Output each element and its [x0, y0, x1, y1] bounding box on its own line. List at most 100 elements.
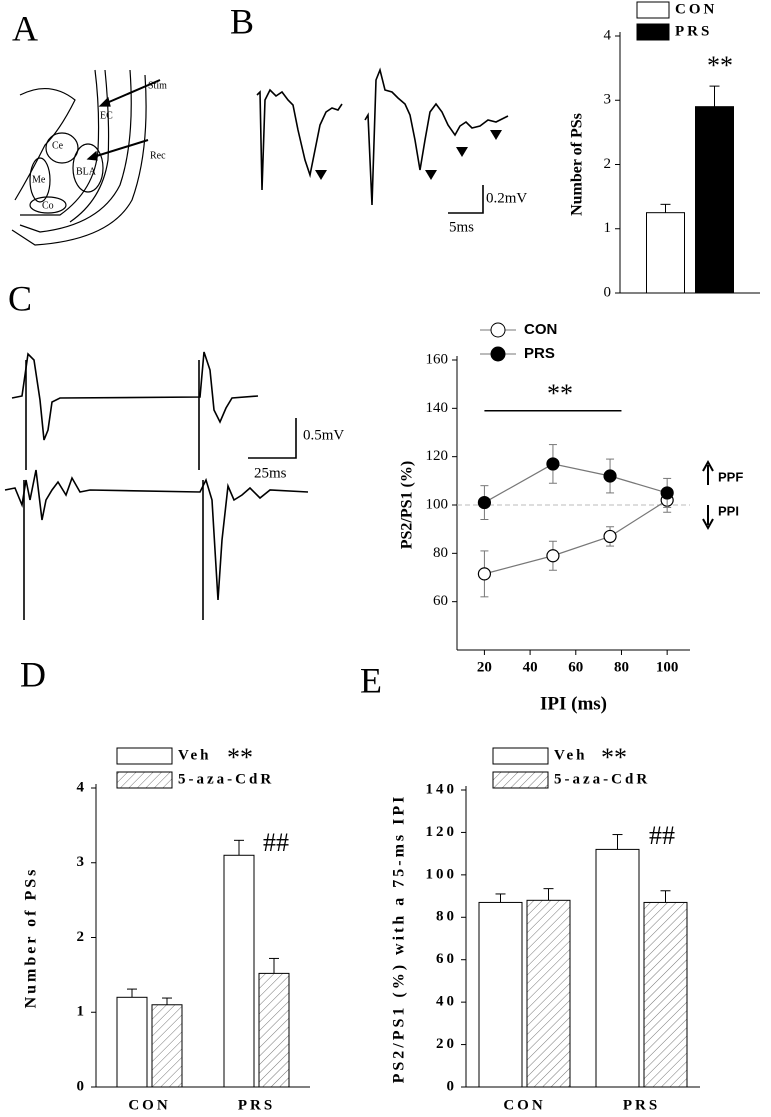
y-tick-label: 100 [426, 866, 458, 882]
x-tick-label: 60 [568, 659, 583, 675]
y-tick-label: 4 [77, 779, 88, 795]
series-line [484, 499, 668, 575]
y-tick-label: 3 [604, 92, 612, 108]
arrow [702, 459, 714, 485]
y-tick-label: 120 [426, 448, 449, 464]
annotation: ** [227, 743, 253, 772]
panel-label: A [12, 8, 38, 48]
legend-swatch [492, 747, 549, 765]
y-tick-label: 3 [77, 854, 88, 870]
annotation: ** [707, 51, 733, 80]
y-tick-label: 0 [447, 1078, 458, 1094]
y-tick-label: 0 [604, 284, 612, 300]
y-tick-label: 80 [436, 909, 457, 925]
y-tick-label: 60 [433, 593, 448, 609]
series-line [484, 463, 668, 504]
y-tick-label: 4 [604, 27, 612, 43]
diagram-label: BLA [76, 166, 97, 177]
legend-marker [490, 346, 506, 362]
y-tick-label: 2 [77, 929, 88, 945]
legend-label: Veh [178, 747, 211, 763]
legend-label: 5-aza-CdR [554, 771, 650, 787]
legend-swatch [636, 23, 670, 41]
y-tick-label: 0 [77, 1078, 88, 1094]
arrow [702, 505, 714, 531]
y-tick-label: 2 [604, 156, 612, 172]
bar [258, 972, 290, 1088]
diagram-label: Rec [150, 150, 166, 161]
bar [595, 848, 640, 1088]
annotation: ** [601, 743, 627, 772]
y-tick-label: 80 [433, 545, 448, 561]
scale-bar-label: 0.2mV [486, 190, 527, 206]
marker [546, 457, 560, 471]
legend-label: 5-aza-CdR [178, 771, 274, 787]
y-tick-label: 100 [426, 496, 449, 512]
x-tick-label: 80 [614, 659, 629, 675]
bar [643, 901, 688, 1088]
legend-label: CON [675, 1, 717, 17]
x-tick-label: PRS [623, 1097, 660, 1113]
x-tick-label: 40 [523, 659, 538, 675]
brain-diagram [11, 69, 161, 246]
marker [546, 549, 560, 563]
y-tick-label: 20 [436, 1036, 457, 1052]
legend-swatch [492, 771, 549, 789]
y-axis-label: PS2/PS1 (%) with a 75-ms IPI [391, 794, 408, 1084]
legend-swatch [116, 771, 173, 789]
panel-label: E [360, 660, 382, 700]
x-tick-label: PRS [238, 1097, 275, 1113]
marker [603, 469, 617, 483]
x-tick-label: CON [503, 1097, 545, 1113]
diagram-label: EC [100, 110, 113, 121]
annotation: ## [649, 821, 675, 850]
y-tick-label: 1 [77, 1004, 88, 1020]
bar [526, 899, 571, 1088]
y-tick-label: 120 [426, 824, 458, 840]
y-tick-label: 60 [436, 951, 457, 967]
y-tick-label: 1 [604, 220, 612, 236]
bar [646, 212, 685, 294]
scale-bar-label: 25ms [254, 465, 287, 481]
annotation: PPI [718, 503, 739, 518]
legend-label: PRS [524, 345, 555, 362]
y-tick-label: 140 [426, 400, 449, 416]
legend-label: Veh [554, 747, 587, 763]
legend-swatch [116, 747, 173, 765]
legend-marker [490, 322, 506, 338]
y-tick-label: 160 [426, 351, 449, 367]
annotation: ** [547, 379, 573, 408]
scale-bar-label: 0.5mV [303, 427, 344, 443]
y-tick-label: 40 [436, 994, 457, 1010]
panel-label: D [20, 654, 46, 694]
marker [477, 495, 492, 510]
diagram-label: Stim [148, 80, 167, 91]
annotation: PPF [718, 469, 743, 484]
x-tick-label: 20 [477, 659, 492, 675]
y-tick-label: 140 [426, 781, 458, 797]
legend-swatch [636, 1, 670, 19]
x-tick-label: CON [128, 1097, 170, 1113]
diagram-label: Co [42, 200, 54, 211]
annotation: ## [263, 828, 289, 857]
bar [116, 996, 148, 1088]
legend-label: PRS [675, 23, 712, 39]
bar [695, 106, 734, 294]
y-axis-label: Number of PSs [569, 113, 586, 216]
y-axis-label: PS2/PS1 (%) [399, 461, 416, 549]
bar [478, 901, 523, 1088]
x-axis-label: IPI (ms) [540, 693, 607, 714]
diagram-label: Me [32, 174, 46, 185]
legend-label: CON [524, 321, 557, 338]
panel-label: B [230, 1, 254, 41]
y-axis-label: Number of PSs [23, 867, 40, 1009]
marker [603, 529, 617, 544]
diagram-label: Ce [52, 140, 64, 151]
traces [4, 67, 509, 620]
marker [660, 486, 674, 500]
x-tick-label: 100 [656, 659, 679, 675]
bar [223, 854, 255, 1088]
marker [477, 567, 492, 581]
bar [151, 1004, 183, 1088]
